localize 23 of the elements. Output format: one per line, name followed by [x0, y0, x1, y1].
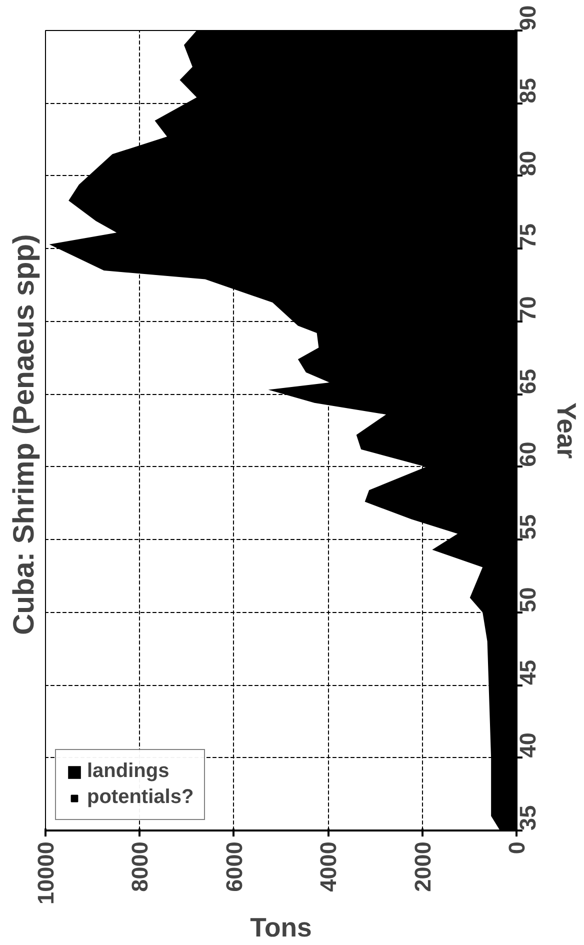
x-tick-label: 4000 [315, 841, 342, 892]
y-tick-label: 40 [514, 732, 540, 758]
y-tick-label: 60 [514, 442, 540, 467]
legend-label: landings [87, 760, 170, 783]
y-tick-label: 45 [514, 660, 540, 686]
y-tick-label: 90 [514, 5, 540, 30]
legend-label: potentials? [87, 786, 194, 809]
x-axis-title: Tons [250, 912, 312, 942]
y-tick-label: 80 [514, 150, 540, 176]
text: Cuba: Shrimp (Penaeus spp) [8, 234, 40, 636]
y-tick-label: 70 [514, 296, 540, 322]
y-tick-label: 85 [514, 78, 540, 104]
y-tick-label: 55 [514, 514, 540, 540]
y-tick-label: 35 [514, 805, 540, 830]
x-tick-label: 8000 [126, 841, 153, 892]
y-tick-label: 75 [514, 223, 540, 249]
x-tick-label: 10000 [32, 841, 58, 904]
y-axis-title: Year [552, 402, 582, 459]
y-tick-label: 65 [514, 368, 540, 394]
x-tick-label: 6000 [220, 841, 247, 892]
x-tick-label: 2000 [409, 841, 436, 892]
y-tick-label: 50 [514, 587, 540, 612]
x-tick-label: 0 [504, 841, 530, 854]
